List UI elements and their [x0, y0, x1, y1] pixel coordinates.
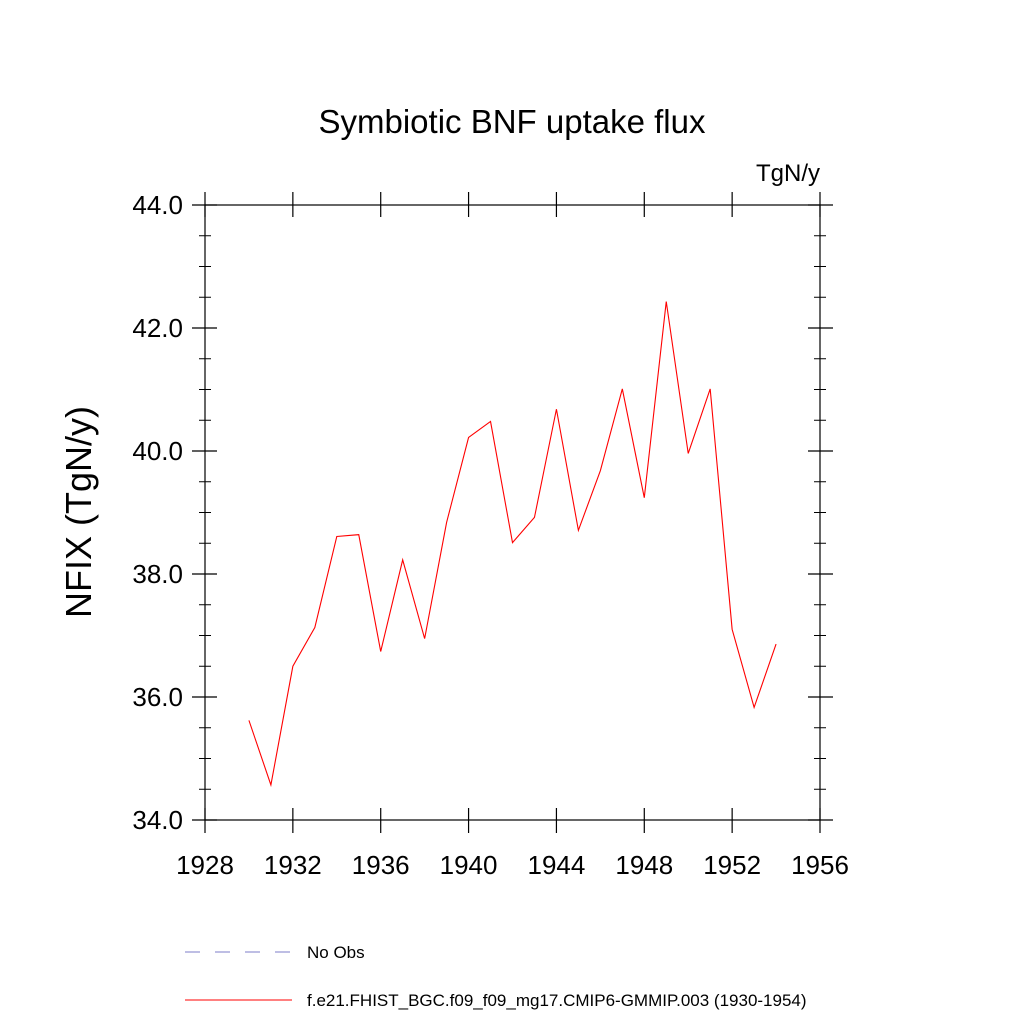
legend: No Obs f.e21.FHIST_BGC.f09_f09_mg17.CMIP6… — [185, 943, 807, 1010]
x-tick-label: 1952 — [703, 850, 761, 880]
series-line-nfix — [248, 301, 777, 788]
x-tick-label: 1936 — [352, 850, 410, 880]
plot-frame — [204, 204, 821, 821]
y-tick-label: 44.0 — [132, 190, 183, 220]
legend-entry-label: f.e21.FHIST_BGC.f09_f09_mg17.CMIP6-GMMIP… — [307, 991, 807, 1010]
series-layer — [248, 301, 777, 788]
y-tick-label: 34.0 — [132, 805, 183, 835]
chart-title: Symbiotic BNF uptake flux — [319, 103, 706, 140]
units-label: TgN/y — [756, 160, 820, 187]
y-tick-label: 42.0 — [132, 313, 183, 343]
x-tick-label: 1956 — [791, 850, 849, 880]
y-axis-ticks — [192, 204, 833, 821]
y-axis-label: NFIX (TgN/y) — [58, 406, 99, 618]
x-tick-label: 1932 — [264, 850, 322, 880]
y-axis-tick-labels: 34.0 36.0 38.0 40.0 42.0 44.0 — [132, 190, 183, 835]
y-tick-label: 36.0 — [132, 682, 183, 712]
x-axis-ticks — [204, 192, 821, 833]
y-tick-label: 38.0 — [132, 559, 183, 589]
x-tick-label: 1948 — [615, 850, 673, 880]
x-tick-label: 1940 — [440, 850, 498, 880]
y-tick-label: 40.0 — [132, 436, 183, 466]
legend-entry-label: No Obs — [307, 943, 365, 962]
x-axis-tick-labels: 1928 1932 1936 1940 1944 1948 1952 1956 — [176, 850, 849, 880]
x-tick-label: 1928 — [176, 850, 234, 880]
x-tick-label: 1944 — [528, 850, 586, 880]
